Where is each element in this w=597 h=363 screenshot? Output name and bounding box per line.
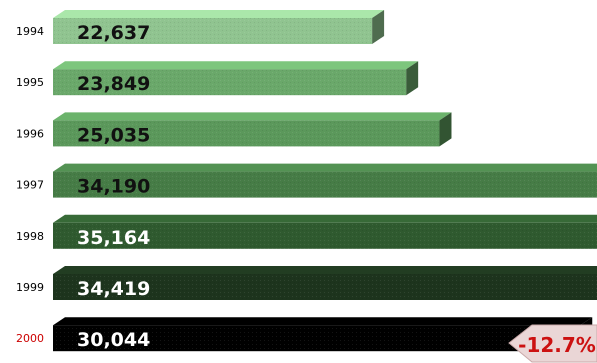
bar-texture <box>53 325 581 352</box>
change-arrow-shape <box>508 324 597 363</box>
bar-top-face <box>53 266 597 274</box>
bar-side-face <box>439 112 452 147</box>
bar-1996 <box>53 112 452 147</box>
bar-top-face <box>53 61 419 70</box>
value-label-2000: 30,044 <box>77 329 150 351</box>
bar-top-face <box>53 112 452 121</box>
year-label-1995: 1995 <box>16 76 44 89</box>
bars-group <box>53 10 597 352</box>
change-label: -12.7% <box>518 333 596 357</box>
year-label-1999: 1999 <box>16 281 44 294</box>
year-label-1998: 1998 <box>16 230 44 243</box>
bar-side-face <box>372 10 385 44</box>
bar-texture <box>53 120 440 147</box>
year-label-2000: 2000 <box>16 332 44 345</box>
value-label-1999: 34,419 <box>77 278 150 300</box>
value-label-1994: 22,637 <box>77 22 150 44</box>
bar-1995 <box>53 61 419 96</box>
bar-top-face <box>53 317 593 326</box>
bar-side-face <box>406 61 419 96</box>
value-label-1996: 25,035 <box>77 124 150 146</box>
year-label-1996: 1996 <box>16 127 44 140</box>
bar-texture <box>53 222 597 249</box>
change-annotation: -12.7% <box>508 324 597 363</box>
bar-texture <box>53 274 597 300</box>
bar-1999 <box>53 266 597 300</box>
bar-top-face <box>53 10 385 18</box>
bar-texture <box>53 69 407 96</box>
bar-texture <box>53 18 373 44</box>
labels-group: 1994 22,637 1995 23,849 1996 25,035 1997 34,190… <box>16 22 150 351</box>
bar-2000 <box>53 317 593 352</box>
bar-1997 <box>53 163 597 198</box>
bar-texture <box>53 171 597 198</box>
bar-1998 <box>53 214 597 249</box>
value-label-1997: 34,190 <box>77 176 150 198</box>
value-label-1998: 35,164 <box>77 227 150 249</box>
bar-top-face <box>53 214 597 223</box>
bar-1994 <box>53 10 385 44</box>
value-label-1995: 23,849 <box>77 73 150 95</box>
year-label-1997: 1997 <box>16 179 44 192</box>
bar-top-face <box>53 163 597 172</box>
year-label-1994: 1994 <box>16 25 44 38</box>
